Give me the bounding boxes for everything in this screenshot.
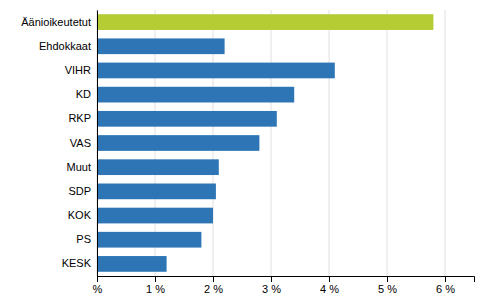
x-tick-label: 4 % bbox=[320, 283, 339, 295]
x-tick-label: 5 % bbox=[378, 283, 397, 295]
bar bbox=[97, 135, 259, 151]
y-tick-label: VIHR bbox=[65, 64, 91, 76]
bar bbox=[97, 38, 225, 54]
y-axis: Äänioikeutetut Ehdokkaat VIHR KD RKP VAS Muut S… bbox=[21, 11, 97, 277]
x-tick: 3 % bbox=[262, 276, 281, 295]
x-tick-mark bbox=[213, 276, 214, 282]
x-tick-label: 2 % bbox=[204, 283, 223, 295]
y-tick: KOK bbox=[68, 209, 92, 221]
x-tick-mark bbox=[97, 276, 98, 282]
x-tick: % bbox=[93, 276, 103, 295]
x-tick-label: % bbox=[93, 283, 103, 295]
x-tick: 5 % bbox=[378, 276, 397, 295]
y-tick: KD bbox=[76, 88, 91, 100]
y-tick-label: RKP bbox=[68, 112, 91, 124]
chart-container: % 1 % 2 % 3 % 4 % 5 % 6 % Äänioikeutetut Ehdokka… bbox=[0, 0, 492, 302]
x-tick-mark bbox=[271, 276, 272, 282]
y-tick-label: Ehdokkaat bbox=[39, 40, 91, 52]
x-tick-mark bbox=[445, 276, 446, 282]
y-tick-label: Äänioikeutetut bbox=[21, 16, 91, 28]
y-tick: SDP bbox=[68, 185, 91, 197]
y-tick: Äänioikeutetut bbox=[21, 16, 91, 28]
x-tick-label: 3 % bbox=[262, 283, 281, 295]
x-tick-label: 6 % bbox=[436, 283, 455, 295]
grid-line bbox=[445, 10, 446, 276]
x-tick-mark bbox=[329, 276, 330, 282]
x-tick-label: 1 % bbox=[146, 283, 165, 295]
y-axis-line bbox=[97, 11, 98, 277]
x-tick: 2 % bbox=[204, 276, 223, 295]
bar bbox=[97, 256, 167, 272]
grid-line bbox=[271, 10, 272, 276]
bar bbox=[97, 208, 213, 224]
grid-line bbox=[97, 10, 98, 276]
bars bbox=[97, 14, 433, 272]
bar bbox=[97, 63, 335, 79]
bar bbox=[97, 184, 216, 200]
grid-line bbox=[387, 10, 388, 276]
y-tick: PS bbox=[76, 233, 91, 245]
plot: % 1 % 2 % 3 % 4 % 5 % 6 % Äänioikeutetut Ehdokka… bbox=[21, 10, 474, 295]
y-tick: RKP bbox=[68, 112, 91, 124]
bar bbox=[97, 232, 201, 248]
y-tick-label: KOK bbox=[68, 209, 92, 221]
y-tick-label: SDP bbox=[68, 185, 91, 197]
bar bbox=[97, 159, 219, 175]
y-tick: KESK bbox=[62, 257, 92, 269]
y-tick: Ehdokkaat bbox=[39, 40, 91, 52]
bar bbox=[97, 111, 277, 127]
y-tick: Muut bbox=[67, 161, 91, 173]
x-tick-mark bbox=[155, 276, 156, 282]
x-axis-line bbox=[98, 277, 475, 283]
grid-line bbox=[329, 10, 330, 276]
y-tick-label: PS bbox=[76, 233, 91, 245]
y-tick-label: Muut bbox=[67, 161, 91, 173]
y-tick: VIHR bbox=[65, 64, 91, 76]
x-tick: 4 % bbox=[320, 276, 339, 295]
x-tick: 6 % bbox=[436, 276, 455, 295]
y-tick-label: VAS bbox=[70, 137, 91, 149]
grid bbox=[97, 10, 445, 276]
x-tick: 1 % bbox=[146, 276, 165, 295]
bar bbox=[97, 14, 433, 30]
x-axis: % 1 % 2 % 3 % 4 % 5 % 6 % bbox=[93, 276, 475, 295]
y-tick-label: KD bbox=[76, 88, 91, 100]
x-tick-mark bbox=[387, 276, 388, 282]
chart: % 1 % 2 % 3 % 4 % 5 % 6 % Äänioikeutetut Ehdokka… bbox=[0, 0, 492, 302]
y-tick: VAS bbox=[70, 137, 91, 149]
bar bbox=[97, 87, 294, 103]
y-tick-label: KESK bbox=[62, 257, 92, 269]
